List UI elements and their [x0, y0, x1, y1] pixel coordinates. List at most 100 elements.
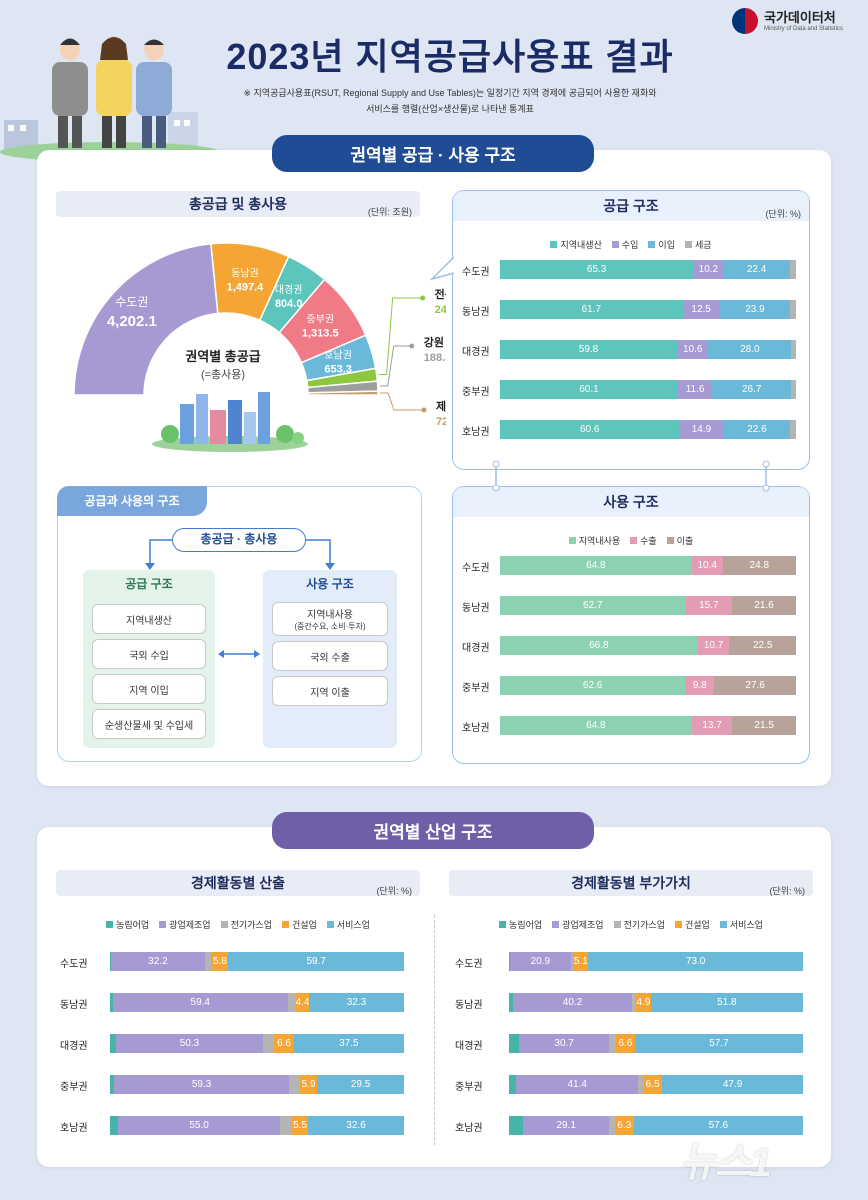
donut-leader-dot-5 [420, 295, 426, 301]
bar-segment [205, 952, 212, 971]
use-column-title: 사용 구조 [306, 577, 354, 591]
bar-segment [509, 1116, 524, 1135]
legend-label: 건설업 [684, 920, 710, 930]
bar-segment: 60.1 [500, 380, 678, 399]
donut-leader-dot-7 [421, 407, 427, 413]
row-label: 동남권 [60, 1000, 88, 1011]
donut-center-title: 권역별 총공급 [185, 349, 261, 364]
bar-row: 55.0 5.5 32.6 [110, 1116, 404, 1135]
bar-segment [509, 1034, 520, 1053]
use-item-regional-use: 지역내사용 (중간수요, 소비·투자) [272, 602, 388, 636]
bar-row: 60.6 14.9 22.6 [500, 420, 796, 439]
bar-row: 62.6 9.8 27.6 [500, 676, 796, 695]
supply-item-inflow: 지역 이입 [92, 674, 206, 704]
legend-label: 건설업 [291, 920, 317, 930]
bar-segment: 32.6 [308, 1116, 404, 1135]
row-label: 중부권 [462, 387, 490, 398]
row-label: 대경권 [455, 1041, 483, 1052]
structure-diagram-tag: 공급과 사용의 구조 [57, 486, 207, 516]
donut-center-subtitle: (=총사용) [200, 369, 246, 381]
bar-segment: 55.0 [118, 1116, 280, 1135]
bar-segment: 5.8 [211, 952, 229, 971]
legend-item: 광업제조업 [159, 918, 211, 931]
donut-value-4: 653.3 [324, 364, 352, 376]
legend-item: 수입 [611, 238, 638, 251]
legend-label: 지역내사용 [578, 536, 621, 546]
legend-item: 지역내사용 [568, 534, 621, 547]
row-label: 수도권 [462, 563, 490, 574]
bar-segment: 50.3 [115, 1034, 264, 1053]
legend-swatch [499, 921, 507, 928]
bar-segment: 14.9 [679, 420, 724, 439]
row-label: 중부권 [60, 1082, 88, 1093]
legend-swatch [281, 921, 289, 928]
output-unit: (단위: %) [376, 886, 412, 896]
watermark: 뉴스1 [680, 1141, 772, 1185]
row-label: 동남권 [455, 1000, 483, 1011]
legend-swatch [220, 921, 228, 928]
row-label: 호남권 [462, 427, 490, 438]
donut-value-2: 804.0 [275, 298, 303, 310]
legend-swatch [326, 921, 334, 928]
row-label: 호남권 [60, 1123, 88, 1134]
supply-column-title: 공급 구조 [125, 577, 173, 591]
legend-label: 서비스업 [729, 920, 763, 930]
bar-row: 64.8 10.4 24.8 [500, 556, 796, 575]
bar-segment: 15.7 [685, 596, 733, 615]
legend-item: 전기가스업 [220, 918, 272, 931]
note-line-1: ※ 지역공급사용표(RSUT, Regional Supply and Use … [243, 88, 657, 98]
bar-segment: 29.5 [317, 1075, 404, 1094]
bar-segment: 59.4 [112, 993, 288, 1012]
donut-value-5: 240.7 [435, 304, 446, 316]
legend-swatch [684, 241, 692, 248]
legend-swatch [552, 921, 560, 928]
bar-segment: 22.4 [723, 260, 790, 279]
bar-segment: 32.2 [110, 952, 206, 971]
donut-leader-dot-6 [409, 343, 415, 349]
donut-label-2: 대경권 [275, 283, 303, 296]
donut-leader-6 [379, 345, 412, 387]
bar-segment [638, 1075, 644, 1094]
structure-arrows [145, 539, 335, 570]
legend-label: 전기가스업 [623, 920, 665, 930]
bar-segment: 20.9 [509, 952, 572, 971]
bar-segment [790, 420, 796, 439]
bar-segment [791, 380, 796, 399]
bar-row: 62.7 15.7 21.6 [500, 596, 796, 615]
bar-segment: 32.3 [309, 993, 404, 1012]
bar-row: 66.8 10.7 22.5 [500, 636, 796, 655]
bar-segment: 61.7 [500, 300, 683, 319]
donut-slice-0 [73, 242, 219, 396]
bar-segment: 26.7 [712, 380, 792, 399]
bar-row: 64.8 13.7 21.5 [500, 716, 796, 735]
bar-row: 65.3 10.2 22.4 [500, 260, 796, 279]
row-label: 호남권 [462, 723, 490, 734]
legend-label: 이입 [658, 240, 675, 250]
donut-value-1: 1,497.4 [227, 282, 265, 294]
supply-item-taxes: 순생산물세 및 수입세 [92, 709, 206, 739]
bar-segment: 41.4 [516, 1075, 639, 1094]
supply-structure-title: 공급 구조 [603, 198, 659, 214]
legend-swatch [674, 921, 682, 928]
donut-value-7: 72.9 [436, 416, 446, 428]
output-bars: 수도권 32.2 5.8 59.7 동남권 59.4 4.4 32.3 대경권 50.3 6.6 37… [60, 952, 410, 1142]
legend-item: 건설업 [281, 918, 317, 931]
section-title-industry: 권역별 산업 구조 [272, 812, 594, 849]
row-label: 수도권 [462, 267, 490, 278]
bar-segment: 62.7 [500, 596, 686, 615]
legend-item: 이입 [648, 238, 675, 251]
legend-label: 수출 [640, 536, 657, 546]
legend-swatch [568, 537, 576, 544]
legend-label: 전기가스업 [230, 920, 272, 930]
total-supply-unit: (단위: 조원) [367, 207, 412, 217]
bar-segment: 6.6 [615, 1034, 636, 1053]
bar-segment: 24.8 [722, 556, 796, 575]
bar-segment: 62.6 [500, 676, 686, 695]
row-label: 동남권 [462, 603, 490, 614]
bar-segment [790, 300, 796, 319]
bar-segment: 6.3 [615, 1116, 634, 1135]
bar-segment [509, 952, 510, 971]
donut-label-5: 전북 [435, 287, 446, 301]
brand-logo: 국가데이터처 Ministry of Data and Statistics [732, 8, 843, 34]
value-added-title: 경제활동별 부가가치 [571, 875, 691, 891]
